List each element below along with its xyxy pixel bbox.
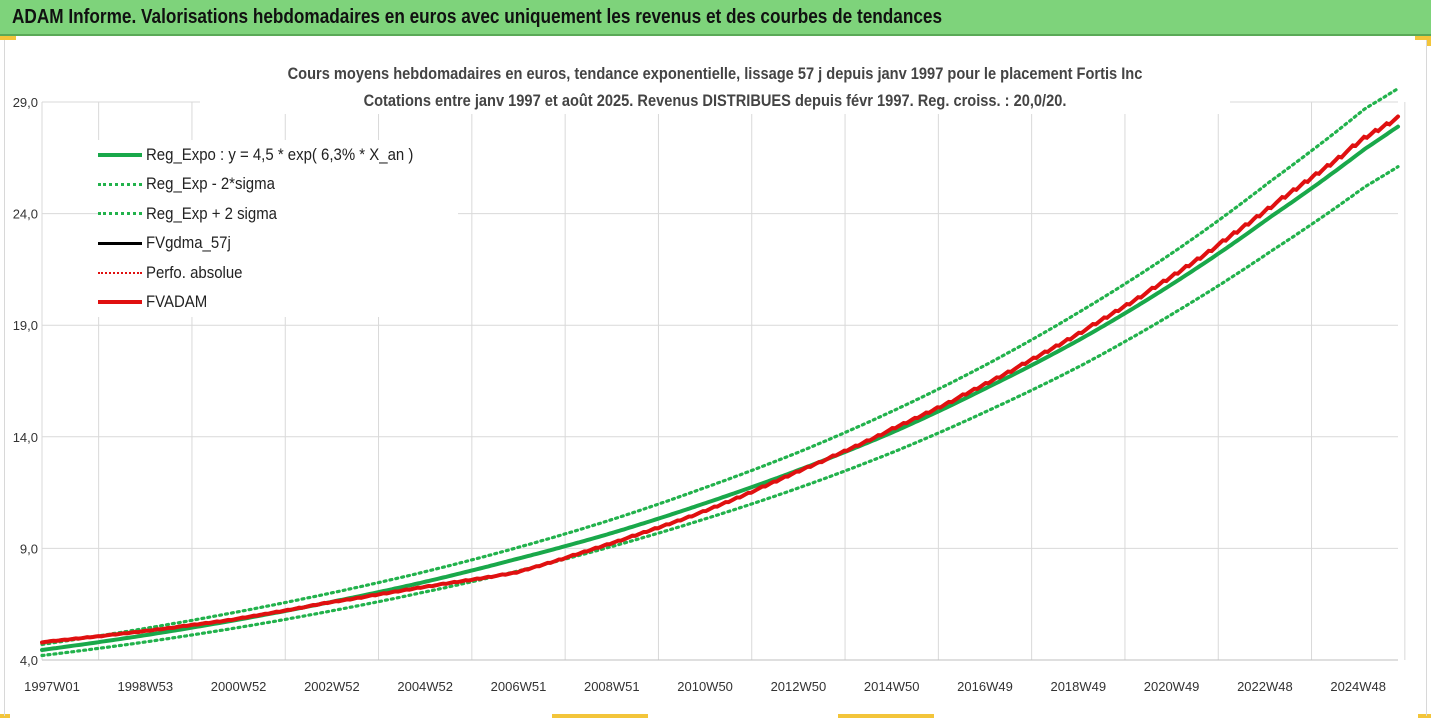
report-title: ADAM Informe. Valorisations hebdomadaire…	[12, 6, 943, 28]
x-tick-label: 2006W51	[491, 679, 547, 694]
x-tick-label: 2000W52	[211, 679, 267, 694]
x-tick-label: 1998W53	[117, 679, 173, 694]
legend-item: Perfo. absolue	[98, 258, 458, 288]
x-tick-label: 2012W50	[771, 679, 827, 694]
y-tick-label: 14,0	[13, 430, 38, 445]
y-tick-label: 29,0	[13, 95, 38, 110]
report-banner: ADAM Informe. Valorisations hebdomadaire…	[0, 0, 1431, 36]
legend-label: FVgdma_57j	[146, 233, 231, 253]
chart-title: Cours moyens hebdomadaires en euros, ten…	[287, 64, 1143, 83]
y-tick-label: 4,0	[20, 653, 38, 668]
chart-legend: Reg_Expo : y = 4,5 * exp( 6,3% * X_an ) R…	[98, 140, 458, 317]
corner-marker-right	[1415, 36, 1431, 40]
legend-item: FVADAM	[98, 288, 458, 318]
x-tick-label: 2014W50	[864, 679, 920, 694]
corner-marker-left	[0, 36, 16, 40]
legend-swatch	[98, 182, 142, 186]
x-tick-label: 2002W52	[304, 679, 360, 694]
bottom-corner-marker-right	[1418, 714, 1431, 718]
x-tick-label: 2022W48	[1237, 679, 1293, 694]
x-tick-label: 2020W49	[1144, 679, 1200, 694]
legend-item: Reg_Expo : y = 4,5 * exp( 6,3% * X_an )	[98, 140, 458, 170]
x-tick-label: 2004W52	[397, 679, 453, 694]
legend-swatch	[98, 300, 142, 305]
legend-swatch	[98, 212, 142, 216]
chart-title-block: Cours moyens hebdomadaires en euros, ten…	[200, 60, 1230, 114]
legend-label: Reg_Expo : y = 4,5 * exp( 6,3% * X_an )	[146, 144, 414, 164]
x-tick-label: 1997W01	[24, 679, 80, 694]
legend-label: FVADAM	[146, 292, 208, 312]
x-tick-label: 2010W50	[677, 679, 733, 694]
x-tick-label: 2018W49	[1050, 679, 1106, 694]
y-tick-label: 19,0	[13, 318, 38, 333]
axis-labels: 4,0 9,0 14,0 19,0 24,0 29,0 1997W01 1998W53 2000…	[13, 95, 1386, 694]
legend-label: Reg_Exp + 2 sigma	[146, 203, 277, 223]
legend-swatch	[98, 152, 142, 157]
legend-swatch	[98, 241, 142, 245]
y-tick-label: 9,0	[20, 541, 38, 556]
legend-item: Reg_Exp + 2 sigma	[98, 199, 458, 229]
legend-label: Perfo. absolue	[146, 262, 243, 282]
series-line-2	[40, 87, 1400, 646]
x-tick-label: 2008W51	[584, 679, 640, 694]
x-tick-label: 2016W49	[957, 679, 1013, 694]
corner-marker-right-vertical	[1427, 36, 1431, 46]
y-tick-label: 24,0	[13, 207, 38, 222]
series-lines	[40, 87, 1400, 658]
series-line-5	[40, 114, 1400, 645]
legend-swatch	[98, 271, 142, 274]
chart-subtitle: Cotations entre janv 1997 et août 2025. …	[363, 91, 1067, 110]
legend-item: Reg_Exp - 2*sigma	[98, 170, 458, 200]
bottom-corner-marker-left	[0, 714, 10, 718]
chart-frame	[4, 40, 1427, 716]
bottom-marker-right	[838, 714, 934, 718]
series-line-1	[40, 165, 1400, 658]
x-tick-label: 2024W48	[1330, 679, 1386, 694]
legend-item: FVgdma_57j	[98, 229, 458, 259]
bottom-marker-left	[552, 714, 648, 718]
legend-label: Reg_Exp - 2*sigma	[146, 174, 275, 194]
